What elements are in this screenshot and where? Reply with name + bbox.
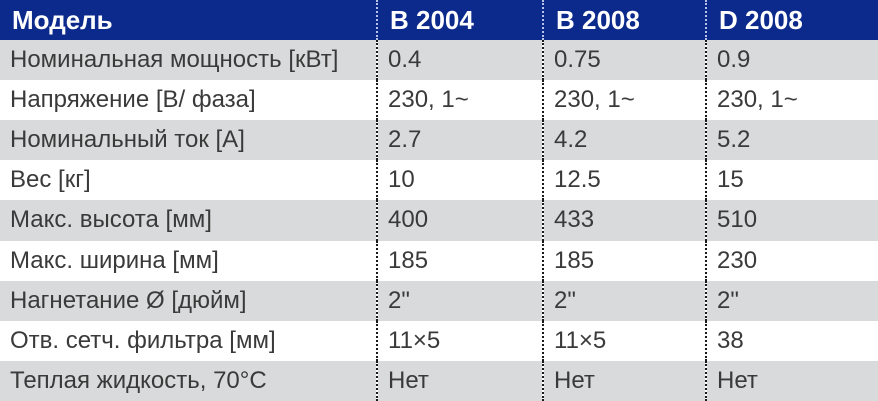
row-label: Нагнетание Ø [дюйм] xyxy=(0,280,377,321)
cell-b2008: 185 xyxy=(542,240,706,281)
cell-b2008: 230, 1~ xyxy=(542,80,706,121)
table-row: Номинальный ток [А] 2.7 4.2 5.2 xyxy=(0,120,878,161)
cell-b2008: Нет xyxy=(542,360,706,401)
cell-d2008: 510 xyxy=(705,200,878,241)
row-label: Напряжение [В/ фаза] xyxy=(0,80,377,121)
cell-d2008: Нет xyxy=(705,360,878,401)
cell-d2008: 230 xyxy=(705,240,878,281)
cell-d2008: 5.2 xyxy=(705,120,878,161)
header-row: Модель B 2004 B 2008 D 2008 xyxy=(0,0,878,40)
cell-b2004: 2" xyxy=(376,280,543,321)
cell-b2008: 433 xyxy=(542,200,706,241)
row-label: Номинальная мощность [кВт] xyxy=(0,40,377,81)
table-row: Отв. сетч. фильтра [мм] 11×5 11×5 38 xyxy=(0,320,878,361)
table-row: Номинальная мощность [кВт] 0.4 0.75 0.9 xyxy=(0,40,878,81)
cell-b2008: 4.2 xyxy=(542,120,706,161)
cell-b2004: 0.4 xyxy=(376,40,543,81)
table-body: Номинальная мощность [кВт] 0.4 0.75 0.9 … xyxy=(0,40,878,401)
cell-d2008: 15 xyxy=(705,160,878,201)
table-row: Нагнетание Ø [дюйм] 2" 2" 2" xyxy=(0,280,878,321)
table-header: Модель B 2004 B 2008 D 2008 xyxy=(0,0,878,40)
table-row: Напряжение [В/ фаза] 230, 1~ 230, 1~ 230… xyxy=(0,80,878,121)
cell-b2004: 230, 1~ xyxy=(376,80,543,121)
cell-b2004: 2.7 xyxy=(376,120,543,161)
header-d2008: D 2008 xyxy=(705,0,878,40)
cell-d2008: 0.9 xyxy=(705,40,878,81)
cell-b2004: Нет xyxy=(376,360,543,401)
cell-b2004: 185 xyxy=(376,240,543,281)
header-model: Модель xyxy=(0,0,377,40)
row-label: Теплая жидкость, 70°C xyxy=(0,360,377,401)
cell-d2008: 38 xyxy=(705,320,878,361)
cell-d2008: 230, 1~ xyxy=(705,80,878,121)
header-b2008: B 2008 xyxy=(542,0,706,40)
cell-b2004: 11×5 xyxy=(376,320,543,361)
row-label: Макс. ширина [мм] xyxy=(0,240,377,281)
header-b2004: B 2004 xyxy=(376,0,543,40)
row-label: Макс. высота [мм] xyxy=(0,200,377,241)
cell-d2008: 2" xyxy=(705,280,878,321)
table-row: Теплая жидкость, 70°C Нет Нет Нет xyxy=(0,360,878,401)
cell-b2008: 12.5 xyxy=(542,160,706,201)
cell-b2004: 10 xyxy=(376,160,543,201)
row-label: Номинальный ток [А] xyxy=(0,120,377,161)
row-label: Вес [кг] xyxy=(0,160,377,201)
table-row: Макс. ширина [мм] 185 185 230 xyxy=(0,240,878,281)
cell-b2008: 11×5 xyxy=(542,320,706,361)
table-row: Вес [кг] 10 12.5 15 xyxy=(0,160,878,201)
table-row: Макс. высота [мм] 400 433 510 xyxy=(0,200,878,241)
cell-b2004: 400 xyxy=(376,200,543,241)
cell-b2008: 0.75 xyxy=(542,40,706,81)
row-label: Отв. сетч. фильтра [мм] xyxy=(0,320,377,361)
cell-b2008: 2" xyxy=(542,280,706,321)
